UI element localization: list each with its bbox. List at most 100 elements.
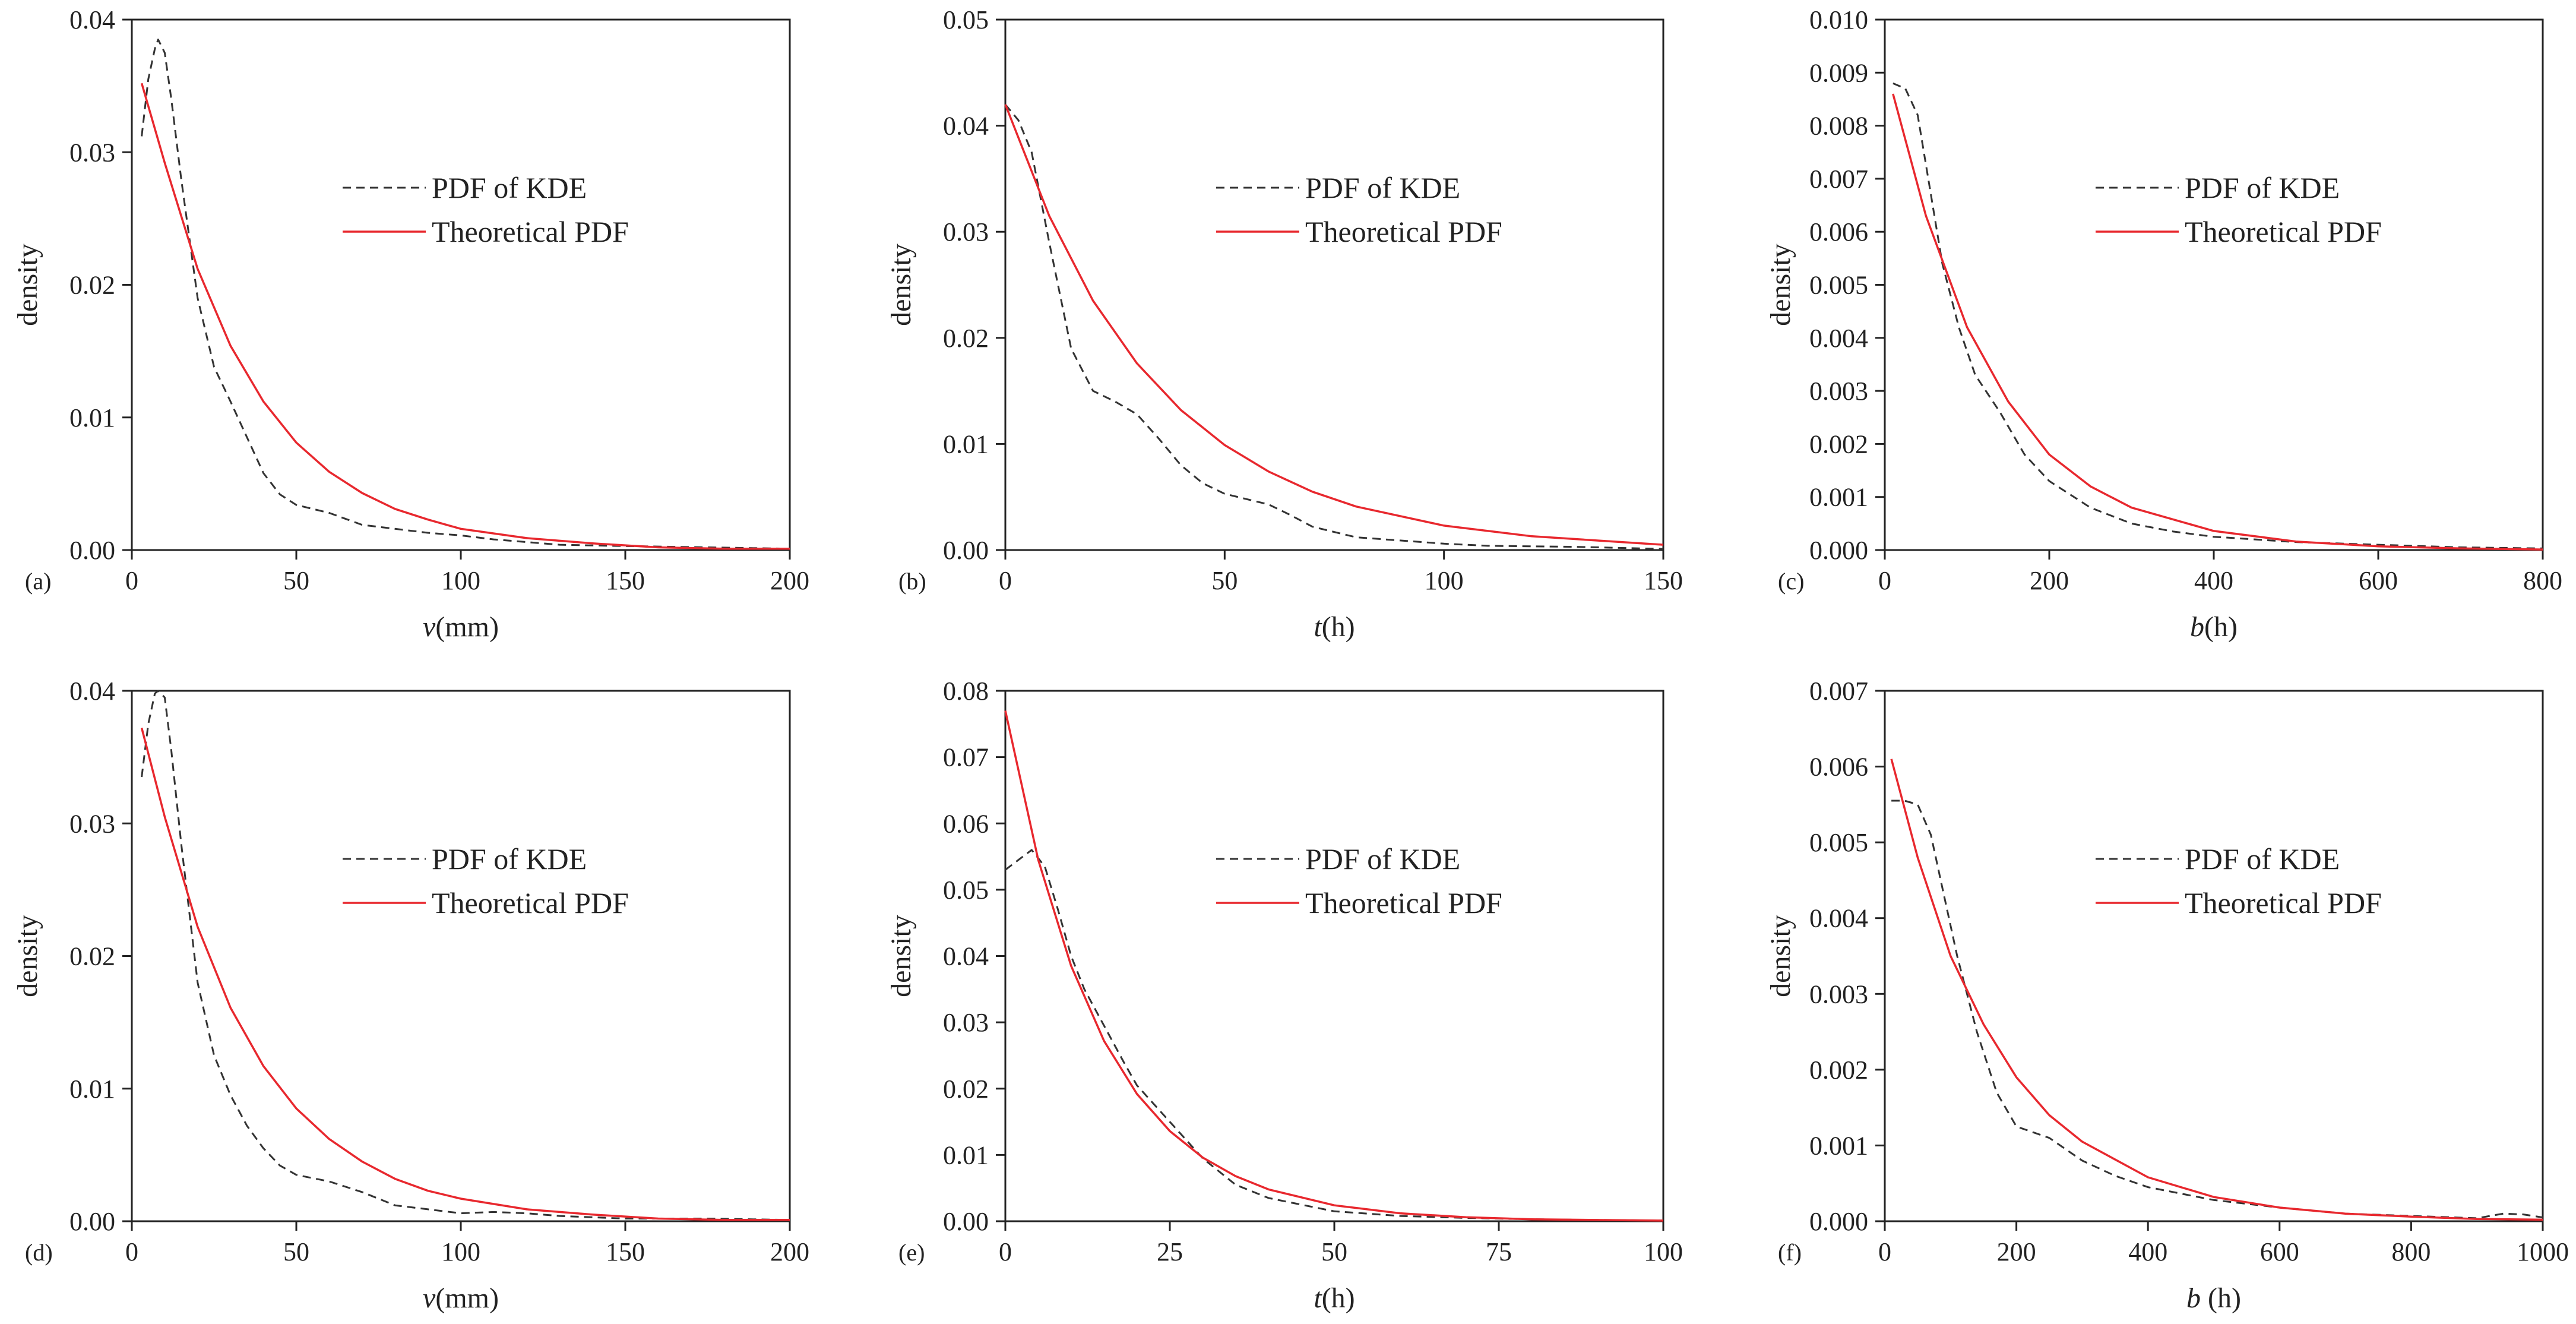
x-axis-label: v(mm) xyxy=(423,1282,499,1314)
x-tick-label: 100 xyxy=(441,1237,480,1266)
plot-frame xyxy=(1004,18,1664,551)
x-tick-label: 0 xyxy=(1878,1237,1891,1266)
x-tick-label: 1000 xyxy=(2517,1237,2569,1266)
x-tick-label: 600 xyxy=(2359,566,2398,595)
x-axis-variable: b xyxy=(2186,1282,2201,1314)
theoretical-curve xyxy=(1892,93,2543,551)
panel-label: (f) xyxy=(1778,1239,1802,1266)
theoretical-curve xyxy=(1890,759,2543,1221)
x-tick-label: 100 xyxy=(1644,1237,1683,1266)
y-tick-label: 0.00 xyxy=(69,536,115,565)
x-tick-label: 400 xyxy=(2194,566,2233,595)
chart-panel-6: 0 200 400 600 800 1000 0.000 0.001 0.002 0.003 0.0… xyxy=(1765,677,2569,1314)
legend: PDF of KDE Theoretical PDF xyxy=(1216,842,1502,919)
kde-curve xyxy=(141,690,790,1221)
theoretical-curve xyxy=(140,83,790,550)
y-tick-label: 0.010 xyxy=(1809,5,1868,34)
x-axis-unit: (h) xyxy=(1322,1282,1355,1314)
chart-panel-1: 0 50 100 150 200 0.00 0.01 0.02 0.03 0.04 PDF of K… xyxy=(12,5,809,643)
x-tick-label: 75 xyxy=(1486,1237,1512,1266)
y-tick-label: 0.004 xyxy=(1809,904,1868,933)
y-axis-label: density xyxy=(885,244,917,326)
x-tick-label: 50 xyxy=(1321,1237,1347,1266)
y-tick-label: 0.005 xyxy=(1809,828,1868,857)
x-tick-label: 50 xyxy=(1211,566,1238,595)
y-tick-label: 0.006 xyxy=(1809,753,1868,782)
y-tick-label: 0.03 xyxy=(69,809,115,838)
y-tick-label: 0.02 xyxy=(943,1075,989,1104)
y-tick-label: 0.08 xyxy=(943,677,989,706)
legend-theory-label: Theoretical PDF xyxy=(432,215,629,248)
legend-kde-label: PDF of KDE xyxy=(432,171,587,204)
y-tick-label: 0.04 xyxy=(943,942,989,971)
y-tick-label: 0.04 xyxy=(69,677,115,706)
theoretical-curve xyxy=(1004,710,1664,1222)
y-tick-label: 0.000 xyxy=(1809,1207,1868,1236)
legend-theory-label: Theoretical PDF xyxy=(1305,215,1502,248)
y-tick-label: 0.001 xyxy=(1809,1131,1868,1160)
x-axis-variable: t xyxy=(1314,611,1322,643)
x-axis-label: v(mm) xyxy=(423,611,499,643)
y-tick-label: 0.002 xyxy=(1809,1056,1868,1085)
kde-curve xyxy=(1893,82,2543,549)
x-tick-label: 100 xyxy=(1425,566,1464,595)
panel-label: (e) xyxy=(898,1239,925,1266)
y-tick-label: 0.002 xyxy=(1809,429,1868,459)
y-tick-label: 0.00 xyxy=(943,1207,989,1236)
y-axis-label: density xyxy=(1765,244,1796,326)
y-tick-label: 0.07 xyxy=(943,743,989,772)
y-tick-label: 0.04 xyxy=(943,112,989,141)
x-axis-variable: b xyxy=(2190,611,2204,643)
plot-frame xyxy=(1884,690,2544,1222)
legend: PDF of KDE Theoretical PDF xyxy=(2096,171,2382,248)
y-tick-label: 0.00 xyxy=(943,536,989,565)
x-tick-label: 100 xyxy=(441,566,480,595)
legend: PDF of KDE Theoretical PDF xyxy=(343,171,629,248)
legend-kde-label: PDF of KDE xyxy=(2185,842,2340,876)
y-tick-label: 0.000 xyxy=(1809,536,1868,565)
y-tick-label: 0.005 xyxy=(1809,271,1868,300)
plot-frame xyxy=(131,18,791,551)
panel-label: (c) xyxy=(1778,568,1804,595)
x-axis-label: t(h) xyxy=(1314,611,1355,643)
y-axis-label: density xyxy=(885,915,917,997)
y-tick-label: 0.01 xyxy=(69,1075,115,1104)
x-tick-label: 150 xyxy=(606,1237,645,1266)
plot-frame xyxy=(1004,690,1664,1222)
y-tick-label: 0.05 xyxy=(943,876,989,905)
plot-frame xyxy=(131,690,791,1222)
legend-kde-label: PDF of KDE xyxy=(432,842,587,876)
x-tick-label: 800 xyxy=(2523,566,2562,595)
chart-panel-4: 0 50 100 150 200 0.00 0.01 0.02 0.03 0.04 PDF of K… xyxy=(12,677,809,1314)
y-tick-label: 0.008 xyxy=(1809,112,1868,141)
x-axis-unit: (mm) xyxy=(435,1282,499,1314)
y-axis-label: density xyxy=(12,915,43,997)
chart-panel-2: 0 50 100 150 0.00 0.01 0.02 0.03 0.04 0.05 PDF of … xyxy=(885,5,1683,643)
y-tick-label: 0.009 xyxy=(1809,58,1868,87)
y-tick-label: 0.04 xyxy=(69,5,115,34)
x-tick-label: 200 xyxy=(770,1237,809,1266)
x-tick-label: 200 xyxy=(1997,1237,2036,1266)
panel-label: (d) xyxy=(25,1239,53,1266)
legend-kde-label: PDF of KDE xyxy=(2185,171,2340,204)
x-axis-unit: (h) xyxy=(1322,611,1355,643)
x-axis-unit: (mm) xyxy=(435,611,499,643)
x-tick-label: 400 xyxy=(2128,1237,2167,1266)
x-tick-label: 0 xyxy=(125,566,138,595)
kde-curve xyxy=(141,39,790,550)
chart-panel-3: 0 200 400 600 800 0.000 0.001 0.002 0.003 0.004 0.… xyxy=(1765,5,2562,643)
x-axis-label: t(h) xyxy=(1314,1282,1355,1314)
panel-label: (b) xyxy=(898,568,926,595)
x-axis-variable: t xyxy=(1314,1282,1322,1314)
y-tick-label: 0.001 xyxy=(1809,483,1868,512)
plot-frame xyxy=(1884,18,2544,551)
y-tick-label: 0.01 xyxy=(69,403,115,432)
y-tick-label: 0.06 xyxy=(943,809,989,838)
legend-kde-label: PDF of KDE xyxy=(1305,171,1460,204)
panel-label: (a) xyxy=(25,568,51,595)
y-tick-label: 0.03 xyxy=(943,217,989,247)
y-tick-label: 0.007 xyxy=(1809,677,1868,706)
chart-panel-5: 0 25 50 75 100 0.00 0.01 0.02 0.03 0.04 0.05 0.06 0.… xyxy=(885,677,1683,1314)
x-tick-label: 50 xyxy=(283,1237,309,1266)
